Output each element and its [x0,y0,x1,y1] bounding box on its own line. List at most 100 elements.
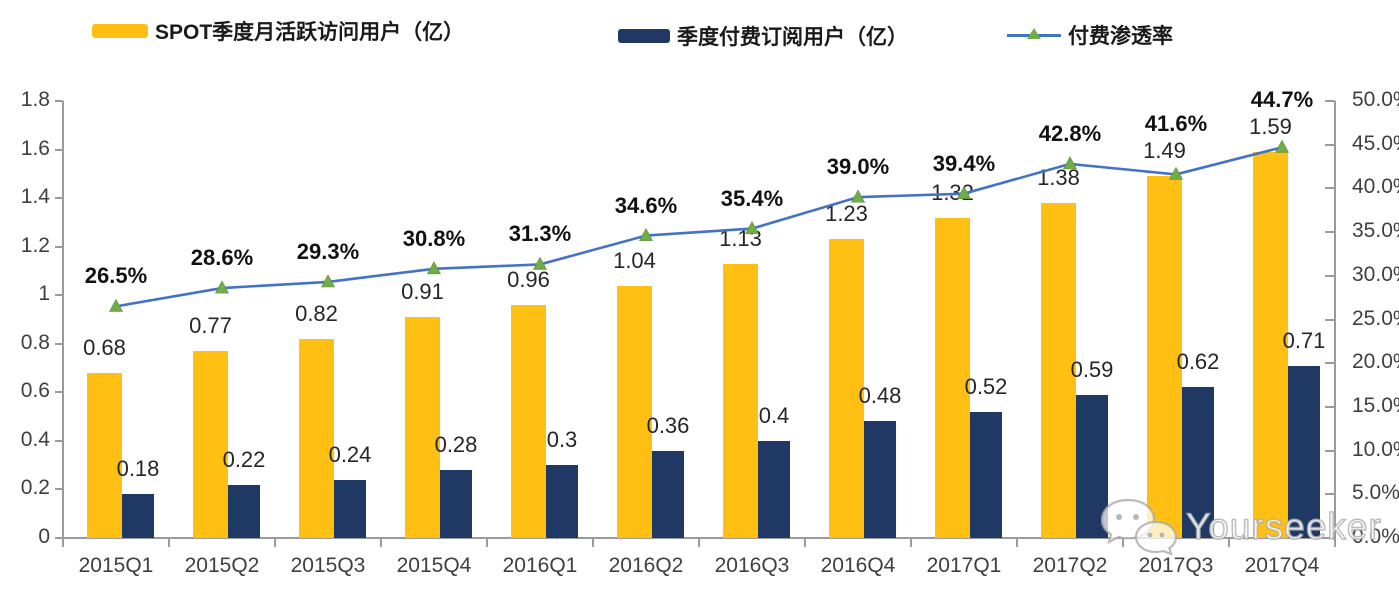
right-axis-label-50.0%: 50.0% [1352,88,1399,111]
left-axis-line [62,101,64,538]
left-axis-label-1.6: 1.6 [20,136,50,160]
x-axis-label-2015Q3: 2015Q3 [290,554,366,577]
wechat-icon [1100,498,1178,556]
left-axis-label-0.8: 0.8 [20,330,50,354]
x-axis-tick-10 [1122,538,1124,547]
left-axis-label-0: 0 [38,525,50,548]
bar-subs-2015Q4 [440,470,472,538]
label-penetration-2016Q3: 35.4% [720,185,784,211]
legend-label-mau: SPOT季度月活跃访问用户（亿） [155,21,465,44]
legend-item-subs: 季度付费订阅用户（亿） [618,21,908,51]
x-axis-label-2016Q4: 2016Q4 [820,554,896,577]
label-subs-2016Q4: 0.48 [858,383,902,409]
x-axis-label-2016Q3: 2016Q3 [714,554,790,577]
x-axis-label-2017Q4: 2017Q4 [1244,554,1320,577]
label-mau-2015Q3: 0.82 [295,300,338,326]
right-axis-tick-30.0% [1325,274,1335,277]
left-axis-tick-0.4 [55,439,63,442]
legend-swatch-mau [92,24,148,38]
bar-mau-2015Q3 [299,338,334,538]
right-axis-label-10.0%: 10.0% [1352,437,1399,461]
label-mau-2016Q3: 1.13 [719,225,762,251]
right-axis-label-30.0%: 30.0% [1352,262,1399,286]
left-axis-tick-0.6 [55,391,63,394]
bar-subs-2015Q3 [334,479,366,538]
bar-subs-2017Q4 [1288,365,1320,538]
left-axis-label-1: 1 [38,282,50,306]
right-axis-tick-50.0% [1325,100,1335,102]
label-subs-2015Q2: 0.22 [222,446,266,472]
bar-mau-2015Q4 [405,317,440,538]
right-axis-tick-5.0% [1325,493,1335,496]
x-axis-tick-2 [274,538,276,547]
watermark-text: Yourseeker [1185,505,1382,547]
label-mau-2015Q1: 0.68 [83,334,126,360]
label-mau-2016Q1: 0.96 [507,266,550,292]
right-axis-label-20.0%: 20.0% [1352,350,1399,374]
bar-mau-2015Q2 [193,351,228,538]
right-axis-label-25.0%: 25.0% [1352,306,1399,330]
watermark: Yourseeker [1098,496,1382,558]
right-axis-tick-0.0% [1325,537,1335,539]
x-axis-tick-6 [698,538,700,547]
label-mau-2017Q1: 1.32 [931,179,974,205]
label-subs-2016Q3: 0.4 [758,402,790,428]
left-axis-label-0.2: 0.2 [20,476,50,500]
label-penetration-2017Q4: 44.7% [1250,86,1314,112]
label-penetration-2015Q4: 30.8% [402,225,466,251]
label-mau-2015Q2: 0.77 [189,313,232,339]
label-subs-2015Q1: 0.18 [116,456,160,482]
left-axis-tick-1 [55,294,63,297]
label-subs-2017Q3: 0.62 [1176,349,1220,375]
label-penetration-2016Q2: 34.6% [614,192,678,218]
bar-subs-2017Q3 [1182,387,1214,538]
right-axis-label-5.0%: 5.0% [1352,481,1399,505]
right-axis-tick-40.0% [1325,187,1335,190]
left-axis-tick-1.4 [55,197,63,200]
x-axis-tick-8 [910,538,912,547]
x-axis-tick-1 [168,538,170,547]
label-subs-2017Q2: 0.59 [1070,356,1114,382]
bar-subs-2016Q1 [546,465,578,538]
bar-subs-2017Q1 [970,411,1002,538]
left-axis-tick-0.8 [55,342,63,345]
left-axis-label-1.2: 1.2 [20,233,50,257]
label-subs-2015Q4: 0.28 [434,432,478,458]
right-axis-tick-25.0% [1325,318,1335,321]
x-axis-label-2015Q2: 2015Q2 [184,554,260,577]
right-axis-tick-20.0% [1325,362,1335,365]
bar-mau-2016Q1 [511,304,546,538]
bar-subs-2015Q2 [228,484,260,538]
label-penetration-2017Q2: 42.8% [1038,120,1102,146]
left-axis-tick-1.8 [55,100,63,102]
legend-label-subs: 季度付费订阅用户（亿） [677,26,908,49]
legend-label-penetration: 付费渗透率 [1068,25,1173,48]
left-axis-tick-1.6 [55,148,63,151]
left-axis-label-0.6: 0.6 [20,379,50,403]
bar-subs-2015Q1 [122,494,154,538]
right-axis-label-0.0%: 0.0% [1352,525,1399,548]
left-axis-label-0.4: 0.4 [20,427,50,451]
x-axis-label-2016Q2: 2016Q2 [608,554,684,577]
left-axis-tick-1.2 [55,245,63,248]
legend-line-marker-icon [1007,24,1061,46]
label-subs-2017Q1: 0.52 [964,373,1008,399]
label-mau-2017Q4: 1.59 [1249,113,1292,139]
legend-item-mau: SPOT季度月活跃访问用户（亿） [92,16,464,46]
label-penetration-2016Q1: 31.3% [508,221,572,247]
label-subs-2017Q4: 0.71 [1282,327,1326,353]
left-axis-tick-0 [55,537,63,539]
right-axis-tick-15.0% [1325,405,1335,408]
right-axis-tick-35.0% [1325,231,1335,234]
x-axis-tick-11 [1228,538,1230,547]
right-axis-line [1334,101,1336,538]
left-axis-label-1.4: 1.4 [20,185,50,209]
bar-subs-2016Q3 [758,440,790,538]
left-axis-tick-0.2 [55,488,63,491]
x-axis-label-2015Q1: 2015Q1 [78,554,154,577]
label-mau-2015Q4: 0.91 [401,279,444,305]
label-mau-2016Q4: 1.23 [825,201,868,227]
bar-mau-2016Q2 [617,285,652,538]
x-axis-tick-3 [380,538,382,547]
